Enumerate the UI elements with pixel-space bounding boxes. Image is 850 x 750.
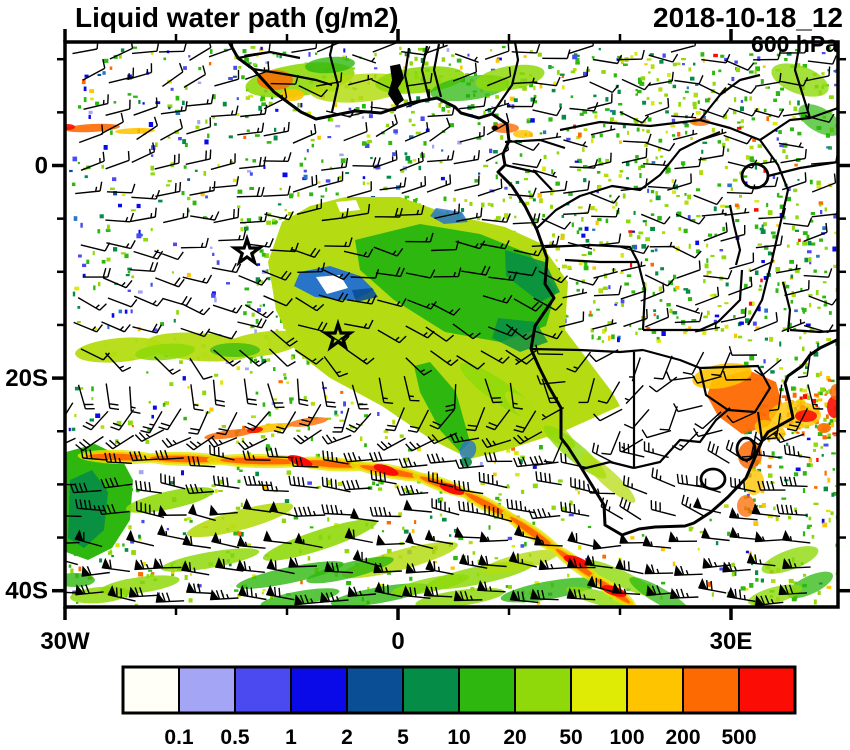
colorbar-label: 0.1 bbox=[164, 726, 194, 749]
colorbar-label: 100 bbox=[609, 726, 644, 749]
lat-tick-label: 0 bbox=[35, 153, 48, 180]
colorbar-label: 200 bbox=[665, 726, 700, 749]
star-marker bbox=[320, 318, 356, 352]
country-border bbox=[504, 138, 566, 150]
colorbar-label: 2 bbox=[341, 726, 353, 749]
colorbar-swatch bbox=[178, 666, 236, 714]
country-border bbox=[328, 42, 340, 113]
country-border bbox=[491, 42, 520, 115]
colorbar-label: 5 bbox=[397, 726, 409, 749]
country-border bbox=[636, 261, 647, 331]
colorbar-swatch bbox=[682, 666, 740, 714]
colorbar-label: 50 bbox=[559, 726, 582, 749]
lon-tick-label: 30E bbox=[710, 628, 753, 655]
country-border bbox=[504, 163, 553, 191]
colorbar-swatch bbox=[346, 666, 404, 714]
colorbar: 0.1 0.5 1 2 5 10 20 50 100 200 500 bbox=[121, 665, 797, 749]
country-border bbox=[756, 411, 764, 442]
colorbar-swatch bbox=[570, 666, 628, 714]
country-border bbox=[559, 118, 761, 142]
country-border bbox=[420, 45, 431, 100]
country-border bbox=[432, 43, 443, 98]
country-border bbox=[581, 460, 635, 471]
wind-barb-pennants bbox=[74, 497, 792, 607]
colorbar-swatch bbox=[738, 666, 796, 714]
lon-tick-label: 0 bbox=[391, 628, 404, 655]
lake bbox=[388, 64, 404, 106]
country-border bbox=[403, 47, 413, 104]
lat-tick-label: 40S bbox=[5, 578, 48, 605]
axis-ticks bbox=[52, 29, 850, 620]
country-border bbox=[544, 243, 640, 264]
colorbar-label: 20 bbox=[503, 726, 526, 749]
colorbar-label: 0.5 bbox=[220, 726, 250, 749]
lat-tick-label: 20S bbox=[5, 365, 48, 392]
colorbar-label: 1 bbox=[285, 726, 297, 749]
island bbox=[492, 125, 498, 131]
colorbar-swatch bbox=[234, 666, 292, 714]
country-border bbox=[793, 42, 812, 119]
field-layer bbox=[65, 42, 838, 607]
colorbar-label: 10 bbox=[447, 726, 470, 749]
country-border bbox=[643, 320, 719, 332]
country-border bbox=[642, 348, 701, 370]
enclave-border bbox=[740, 162, 770, 190]
country-border bbox=[252, 67, 333, 87]
wind-barbs bbox=[65, 42, 838, 607]
country-border bbox=[237, 50, 301, 60]
country-border bbox=[759, 106, 838, 141]
colorbar-swatch bbox=[458, 666, 516, 714]
enclave-border bbox=[699, 467, 727, 491]
country-border bbox=[781, 281, 792, 333]
colorbar-label: 500 bbox=[721, 726, 756, 749]
enclave-border bbox=[735, 436, 757, 462]
country-border bbox=[536, 130, 721, 229]
country-border bbox=[747, 139, 790, 326]
country-border bbox=[699, 73, 761, 121]
colorbar-swatch bbox=[626, 666, 684, 714]
country-border bbox=[767, 160, 838, 178]
country-border bbox=[633, 407, 731, 470]
country-border bbox=[530, 347, 644, 354]
colorbar-swatch bbox=[514, 666, 572, 714]
plot-datetime: 2018-10-18_12 bbox=[653, 2, 843, 33]
country-border bbox=[728, 204, 742, 266]
lon-tick-label: 30W bbox=[40, 628, 90, 655]
country-border bbox=[789, 328, 838, 334]
country-border bbox=[717, 269, 744, 323]
plot-title: Liquid water path (g/m2) bbox=[75, 2, 399, 33]
colorbar-swatch bbox=[290, 666, 348, 714]
star-marker bbox=[229, 233, 265, 267]
colorbar-swatch bbox=[122, 666, 180, 714]
pressure-level-label: 600 hPa bbox=[751, 31, 838, 57]
colorbar-swatch bbox=[402, 666, 460, 714]
country-border bbox=[698, 364, 772, 414]
